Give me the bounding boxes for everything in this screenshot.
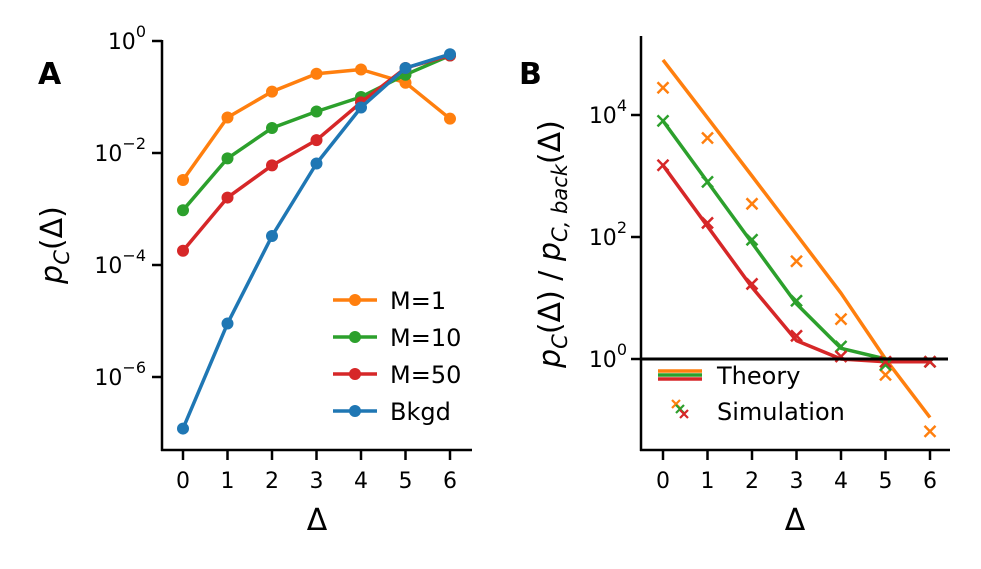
panel-a-point-m50-1	[221, 191, 234, 204]
panel-b-simulation-point-1-4	[834, 340, 848, 353]
panel-a-legend-marker-m1	[349, 294, 361, 306]
panel-a-xtick-label: 5	[399, 469, 413, 494]
panel-b-letter: B	[519, 57, 542, 92]
panel-b-simulation-point-1-5	[879, 358, 892, 372]
panel-b-ytick-label: 104	[589, 96, 627, 129]
panel-b-simulation-point-0-5	[879, 368, 892, 382]
panel-b-simulation-point-0-2	[745, 197, 759, 211]
panel-a-point-m10-2	[266, 121, 278, 134]
panel-a-point-m10-3	[310, 105, 323, 118]
panel-a-xtick-label: 2	[265, 469, 279, 494]
panel-a-legend-label-m10: M=10	[390, 324, 461, 352]
panel-a-ytick-label: 10−2	[94, 134, 146, 167]
panel-a-point-m1-1	[221, 111, 234, 124]
panel-b-simulation-point-0-3	[790, 254, 803, 268]
panel-a-y-ticks: 100 10−2 10−4 10−6	[94, 22, 162, 391]
panel-a-y-label: pC(Δ)	[35, 206, 74, 285]
panel-a-point-bkgd-4	[355, 101, 367, 114]
panel-a-point-m50-2	[266, 159, 278, 172]
panel-b-simulation-point-2-0	[656, 158, 670, 172]
panel-b-x-ticks: 0 1 2 3 4 5 6	[656, 450, 937, 494]
panel-a-point-m1-6	[444, 112, 456, 125]
panel-b-simulation-point-1-1	[701, 175, 714, 189]
panel-a-point-bkgd-0	[177, 422, 189, 435]
panel-a-point-bkgd-1	[221, 317, 234, 330]
panel-a-ytick-label: 10−4	[94, 246, 146, 279]
panel-a-point-m10-0	[177, 204, 189, 217]
panel-a-xtick-label: 6	[443, 469, 457, 494]
panel-a-legend-label-m50: M=50	[390, 361, 461, 389]
panel-b-simulation-point-0-0	[656, 81, 670, 95]
panel-b-xtick-label: 1	[701, 469, 715, 494]
panel-a-x-ticks: 0 1 2 3 4 5 6	[176, 450, 457, 494]
panel-b-simulation-point-2-2	[745, 277, 759, 291]
panel-a-ytick-label: 10−6	[94, 358, 146, 391]
panel-b-legend-simulation-marker-2	[679, 409, 689, 419]
panel-b-y-ticks: 104 102 100	[589, 96, 641, 373]
panel-a-series	[177, 48, 456, 435]
panel-b-simulation-point-2-1	[701, 216, 714, 230]
panel-a-x-label: Δ	[307, 503, 328, 538]
panel-a-legend: M=1 M=10 M=50 Bkgd	[333, 287, 461, 426]
panel-a-legend-marker-m10	[349, 331, 361, 343]
panel-b-legend: Theory Simulation	[658, 362, 845, 426]
panel-b-series	[656, 58, 937, 438]
panel-a-point-m1-0	[177, 173, 189, 186]
panel-a-legend-marker-bkgd	[349, 405, 361, 417]
panel-a-legend-label-m1: M=1	[390, 287, 446, 315]
panel-a-point-m50-3	[310, 134, 323, 147]
panel-a-legend-label-bkgd: Bkgd	[390, 398, 451, 426]
panel-a-point-m50-0	[177, 244, 189, 257]
panel-a-point-m10-1	[221, 152, 234, 165]
panel-a-xtick-label: 0	[176, 469, 190, 494]
panel-a-point-m1-4	[355, 63, 367, 76]
panel-b-xtick-label: 6	[923, 469, 937, 494]
panel-b-ytick-label: 100	[589, 340, 627, 373]
panel-b-xtick-label: 2	[745, 469, 759, 494]
panel-b-simulation-point-1-2	[745, 233, 759, 247]
panel-a-legend-marker-m50	[349, 368, 361, 380]
panel-a-letter: A	[38, 57, 62, 92]
panel-a-point-bkgd-6	[444, 48, 456, 61]
panel-b-xtick-label: 3	[790, 469, 804, 494]
panel-b-theory-line-2	[661, 164, 930, 364]
panel-b-simulation-point-0-1	[701, 131, 714, 145]
panel-b-xtick-label: 4	[834, 469, 848, 494]
panel-b-y-label: pC(Δ) / pC, back(Δ)	[533, 120, 572, 369]
panel-b-ytick-label: 102	[589, 218, 627, 251]
panel-b-x-label: Δ	[785, 503, 806, 538]
panel-a-point-bkgd-2	[266, 229, 278, 242]
panel-a-point-bkgd-5	[399, 61, 412, 74]
panel-a-point-m1-3	[310, 67, 323, 80]
panel-b-simulation-point-2-3	[790, 329, 803, 343]
panel-a-point-bkgd-3	[310, 157, 323, 170]
panel-b-xtick-label: 5	[879, 469, 893, 494]
panel-b-legend-label-theory: Theory	[716, 362, 800, 390]
panel-a-ytick-label: 100	[108, 22, 146, 55]
panel-b-simulation-point-1-0	[656, 114, 670, 128]
panel-a-xtick-label: 3	[310, 469, 324, 494]
panel-b-xtick-label: 0	[656, 469, 670, 494]
panel-b: B 104 102 100 0 1 2 3 4 5 6 Δ pC(Δ) / pC, back(Δ…	[519, 36, 950, 538]
panel-b-simulation-point-1-3	[790, 294, 803, 308]
panel-a-point-m1-2	[266, 85, 278, 98]
panel-b-simulation-point-0-6	[923, 425, 937, 438]
panel-a-xtick-label: 4	[354, 469, 368, 494]
panel-b-legend-label-simulation: Simulation	[717, 398, 845, 426]
panel-a-xtick-label: 1	[221, 469, 235, 494]
panel-b-theory-line-1	[661, 119, 931, 364]
panel-b-simulation-point-0-4	[834, 312, 848, 326]
